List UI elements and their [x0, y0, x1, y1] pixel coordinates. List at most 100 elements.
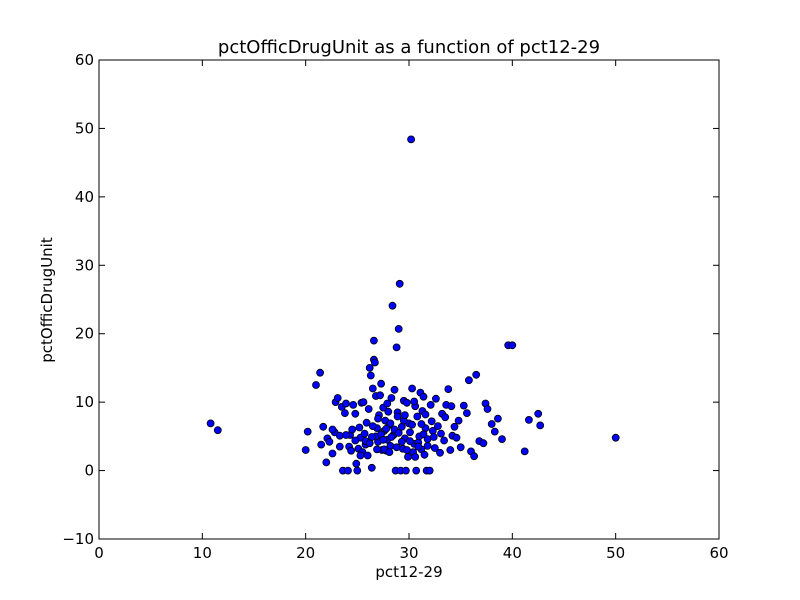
- y-tick-label: 20: [75, 325, 94, 343]
- data-point: [386, 419, 395, 428]
- data-point: [408, 420, 417, 429]
- data-point: [479, 439, 488, 448]
- data-point: [402, 446, 411, 454]
- data-point: [364, 405, 373, 413]
- data-point: [367, 433, 376, 441]
- data-point: [352, 459, 361, 468]
- data-point: [483, 405, 492, 413]
- data-point: [368, 384, 377, 393]
- data-point: [356, 451, 365, 460]
- data-point: [348, 425, 357, 434]
- data-point: [382, 424, 391, 433]
- data-point: [464, 376, 473, 385]
- data-point: [411, 452, 420, 461]
- data-point: [351, 436, 360, 445]
- data-point: [359, 398, 368, 407]
- x-tick-label: 50: [606, 544, 625, 562]
- data-point: [394, 428, 403, 437]
- data-point: [423, 441, 432, 450]
- data-point: [407, 135, 416, 144]
- x-tick-label: 40: [503, 544, 522, 562]
- data-point: [353, 466, 362, 475]
- data-point: [441, 413, 450, 422]
- x-tick-label: 20: [296, 544, 315, 562]
- x-axis-label: pct12-29: [375, 563, 442, 581]
- data-point: [406, 428, 414, 437]
- data-point: [340, 409, 349, 418]
- data-point: [328, 449, 337, 458]
- data-point: [367, 463, 376, 472]
- data-point: [437, 429, 445, 438]
- data-point: [373, 445, 381, 454]
- data-point: [384, 407, 393, 416]
- data-point: [417, 420, 426, 428]
- data-point: [374, 414, 382, 423]
- data-point: [390, 385, 399, 394]
- data-point: [421, 410, 430, 419]
- data-point: [470, 452, 479, 461]
- data-point: [498, 435, 506, 444]
- data-point: [319, 422, 328, 431]
- data-point: [335, 442, 344, 451]
- data-point: [402, 398, 411, 407]
- data-point: [450, 422, 459, 431]
- data-point: [536, 421, 545, 430]
- data-point: [431, 394, 440, 403]
- data-point: [419, 430, 428, 439]
- data-point: [446, 446, 455, 454]
- data-point: [301, 446, 310, 454]
- plot-area: [99, 60, 719, 539]
- data-point: [462, 409, 471, 418]
- data-point: [385, 448, 394, 457]
- y-axis-ticks: −10 0 10 20 30 40 50 60: [62, 51, 719, 548]
- x-tick-label: 10: [193, 544, 212, 562]
- data-point: [444, 385, 453, 394]
- data-point: [213, 426, 222, 435]
- data-point: [347, 446, 356, 455]
- data-point: [397, 437, 406, 446]
- data-point: [342, 399, 350, 408]
- data-point: [303, 427, 312, 436]
- data-point: [392, 443, 401, 452]
- data-point: [365, 363, 374, 372]
- data-point: [387, 433, 396, 441]
- y-tick-label: 10: [75, 393, 94, 411]
- data-point: [459, 401, 468, 410]
- data-point: [406, 437, 414, 446]
- data-point: [436, 448, 444, 457]
- data-point: [387, 394, 396, 402]
- data-point: [351, 409, 360, 418]
- data-point: [333, 394, 342, 402]
- data-point: [454, 416, 463, 425]
- data-point: [366, 371, 375, 380]
- data-point: [429, 433, 438, 441]
- data-point: [379, 435, 388, 444]
- data-point: [419, 392, 428, 401]
- data-point: [430, 444, 439, 452]
- data-point: [322, 458, 331, 467]
- data-point: [383, 399, 392, 408]
- data-point: [425, 466, 434, 475]
- y-tick-label: 50: [75, 119, 94, 137]
- y-tick-label: −10: [62, 530, 94, 548]
- y-axis-label: pctOfficDrugUnit: [38, 237, 56, 363]
- data-point: [394, 324, 403, 333]
- data-point: [534, 409, 543, 418]
- data-point: [426, 400, 435, 409]
- data-point: [355, 423, 364, 432]
- data-point: [487, 420, 496, 428]
- data-point: [427, 417, 436, 426]
- data-point: [447, 402, 456, 411]
- y-tick-label: 30: [75, 256, 94, 274]
- data-point: [508, 341, 517, 350]
- data-point: [342, 431, 350, 439]
- data-point: [312, 381, 320, 389]
- data-point: [420, 450, 429, 459]
- data-point: [520, 447, 529, 456]
- data-point: [410, 397, 419, 406]
- data-point: [452, 433, 461, 442]
- data-point: [395, 279, 404, 288]
- data-point: [440, 436, 449, 445]
- x-tick-label: 60: [709, 544, 728, 562]
